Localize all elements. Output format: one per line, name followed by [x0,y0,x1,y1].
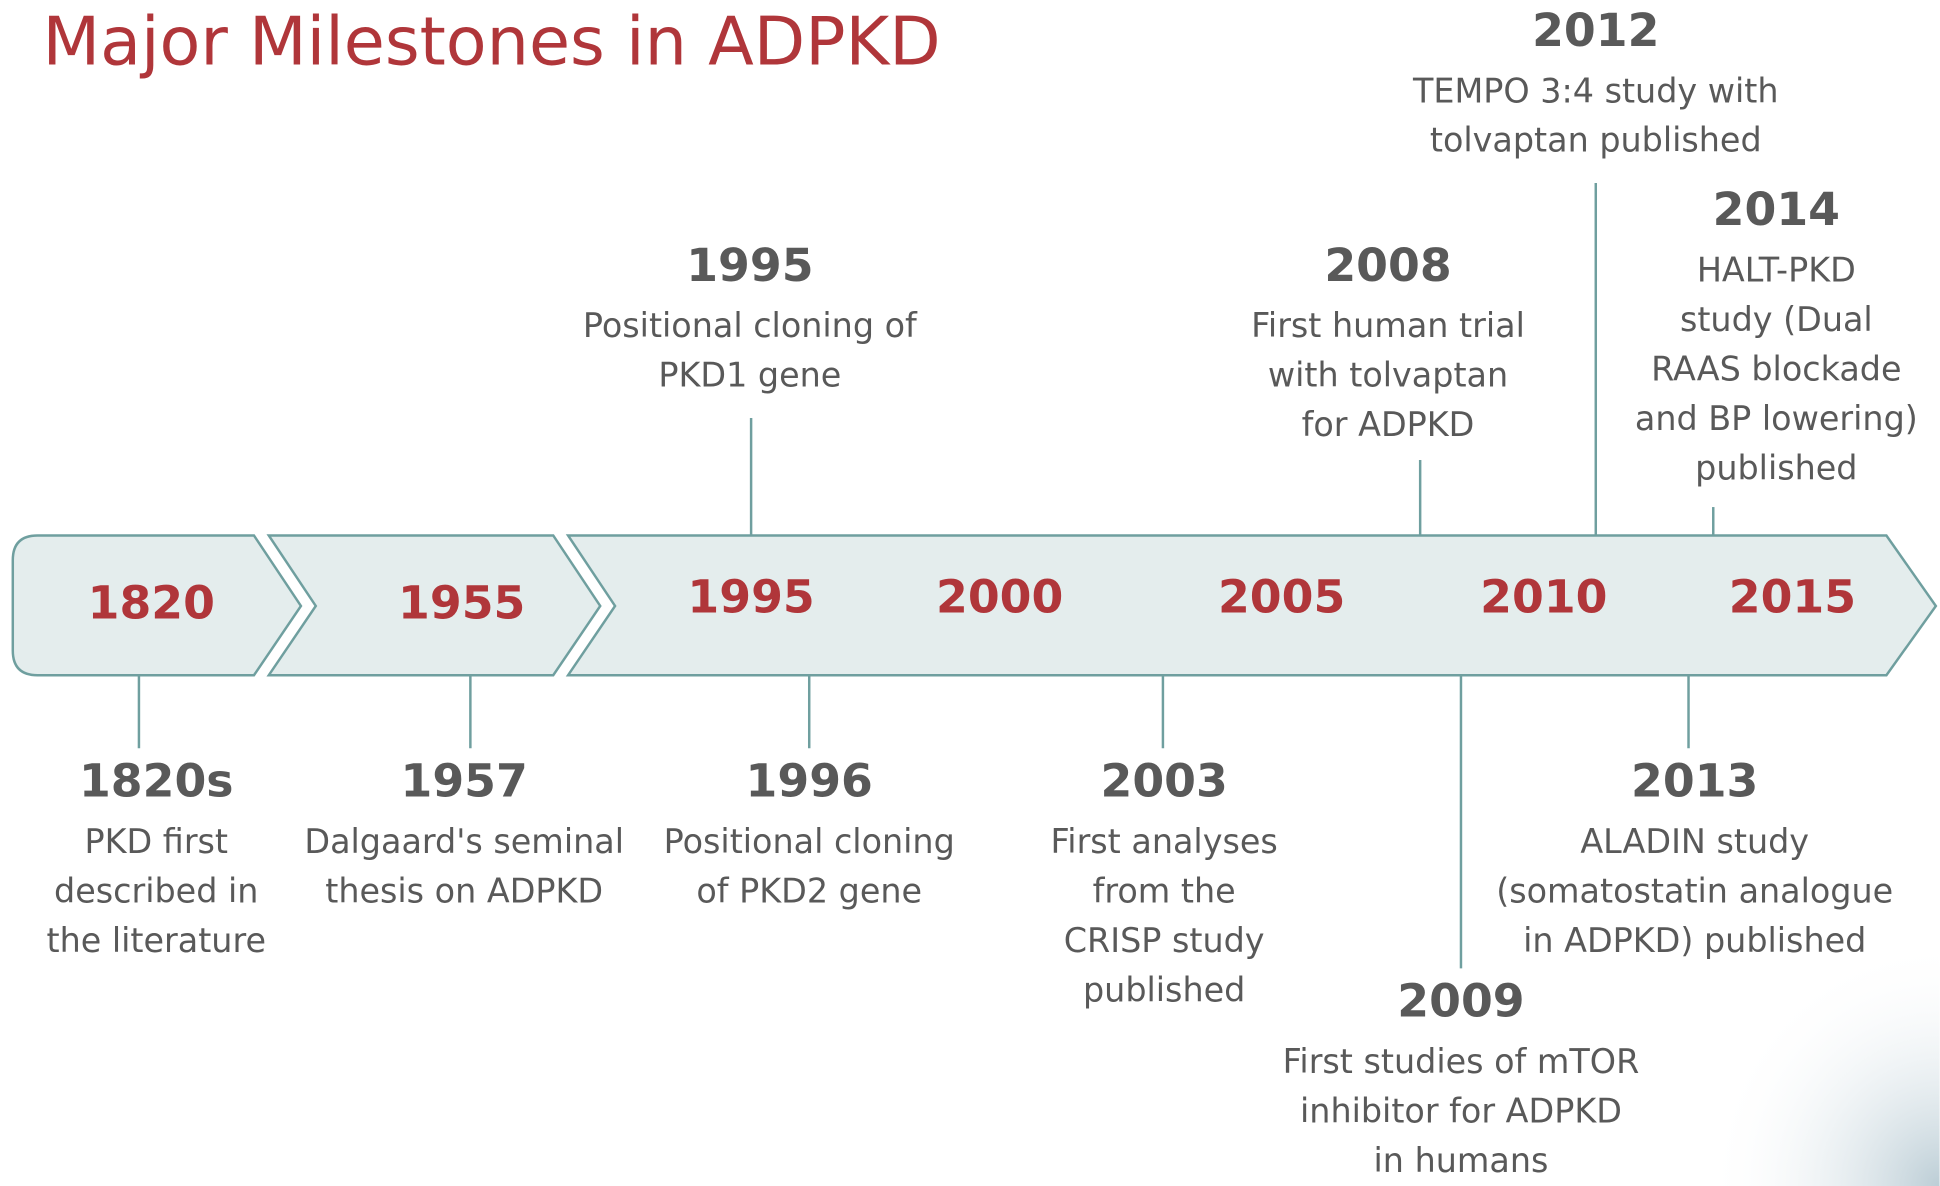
event-year: 1957 [401,755,528,808]
event-text: (somatostatin analogue [1496,871,1893,910]
event-year: 2009 [1397,975,1524,1028]
decoration [1707,940,1940,1186]
event-text: published [1083,970,1245,1009]
timeline-label: 2010 [1480,570,1607,623]
event-text: the literature [47,921,266,960]
event-text: inhibitor for ADPKD [1300,1092,1622,1131]
event-text: Positional cloning [664,822,955,861]
timeline-label: 2005 [1218,570,1345,623]
event-text: for ADPKD [1302,405,1475,444]
event-text: First studies of mTOR [1283,1042,1640,1081]
event-text: described in [54,871,258,910]
event-text: First human trial [1251,306,1525,345]
event-text: PKD first [84,822,228,861]
event-year: 1996 [746,755,873,808]
timeline-label: 2015 [1729,570,1856,623]
event-text: published [1695,448,1857,487]
event-year: 2013 [1631,755,1758,808]
event-text: Positional cloning of [583,306,918,345]
event-year: 2014 [1713,183,1840,236]
event-year: 2012 [1532,4,1659,57]
event-text: CRISP study [1064,921,1265,960]
timeline-label: 1955 [398,576,525,629]
title: Major Milestones in ADPKD [42,2,940,80]
event-year: 1995 [686,239,813,292]
event-text: HALT-PKD [1697,251,1856,290]
event-text: from the [1093,871,1236,910]
event-text: Dalgaard's seminal [304,822,624,861]
event-text: PKD1 gene [658,356,841,395]
event-text: TEMPO 3:4 study with [1412,71,1779,110]
event-text: study (Dual [1680,300,1873,339]
event-text: and BP lowering) [1635,399,1918,438]
event-text: tolvaptan published [1430,121,1762,160]
event-text: in humans [1374,1141,1549,1180]
event-text: First analyses [1051,822,1278,861]
event-text: RAAS blockade [1651,350,1901,389]
event-text: thesis on ADPKD [325,871,603,910]
event-text: ALADIN study [1580,822,1809,861]
event-year: 1820s [79,755,234,808]
event-year: 2003 [1100,755,1227,808]
timeline-label: 1820 [88,576,215,629]
event-text: with tolvaptan [1268,356,1508,395]
timeline-label: 2000 [936,570,1063,623]
event-text: of PKD2 gene [696,871,922,910]
event-text: in ADPKD) published [1523,921,1866,960]
timeline-label: 1995 [687,570,814,623]
event-year: 2008 [1324,239,1451,292]
timeline-slide: Major Milestones in ADPKD 1820 1955 1995 20… [0,0,1940,1186]
